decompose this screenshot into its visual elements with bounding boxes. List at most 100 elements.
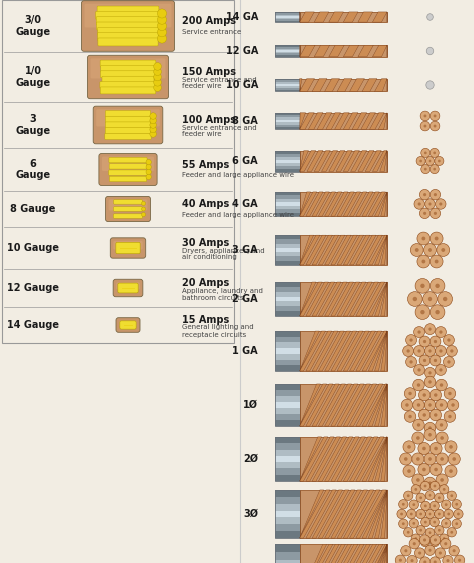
Circle shape [448, 392, 452, 395]
Text: 3
Gauge: 3 Gauge [16, 114, 51, 136]
Polygon shape [362, 282, 384, 316]
Polygon shape [374, 490, 387, 538]
Circle shape [405, 403, 409, 406]
Circle shape [449, 445, 453, 449]
Circle shape [412, 432, 424, 444]
Bar [275, 331, 300, 371]
Circle shape [407, 494, 410, 497]
Polygon shape [300, 45, 301, 57]
Circle shape [413, 399, 424, 411]
Bar [275, 420, 300, 426]
Bar [275, 163, 300, 166]
Circle shape [452, 499, 461, 509]
Text: 2 GA: 2 GA [232, 294, 258, 304]
Circle shape [423, 212, 426, 215]
Polygon shape [331, 437, 359, 481]
Circle shape [428, 549, 431, 552]
Circle shape [434, 560, 437, 563]
Polygon shape [362, 384, 387, 426]
Bar [300, 150, 387, 172]
Circle shape [452, 457, 456, 461]
Polygon shape [337, 544, 370, 563]
Polygon shape [349, 331, 375, 371]
Circle shape [421, 148, 430, 158]
Polygon shape [343, 235, 364, 265]
Polygon shape [337, 79, 352, 91]
Polygon shape [329, 12, 343, 22]
FancyBboxPatch shape [96, 109, 160, 127]
Text: 150 Amps: 150 Amps [182, 67, 236, 77]
Circle shape [154, 84, 161, 91]
Polygon shape [312, 544, 346, 563]
Circle shape [447, 559, 449, 562]
Circle shape [420, 111, 430, 120]
Polygon shape [380, 150, 387, 172]
FancyBboxPatch shape [100, 87, 156, 94]
Circle shape [447, 338, 451, 342]
Polygon shape [337, 384, 364, 426]
Circle shape [444, 510, 454, 519]
Text: 1 GA: 1 GA [232, 346, 258, 356]
Polygon shape [312, 490, 343, 538]
Circle shape [157, 9, 166, 18]
Bar [275, 209, 300, 213]
Circle shape [416, 493, 425, 502]
Bar [275, 235, 300, 239]
Circle shape [426, 157, 435, 166]
Circle shape [430, 557, 440, 563]
Polygon shape [300, 282, 316, 316]
Circle shape [154, 78, 161, 86]
Polygon shape [331, 384, 358, 426]
Bar [275, 213, 300, 216]
Circle shape [428, 403, 432, 406]
Polygon shape [317, 113, 332, 129]
Bar [275, 497, 300, 504]
Polygon shape [319, 331, 344, 371]
Circle shape [415, 305, 430, 319]
Circle shape [435, 493, 444, 502]
Polygon shape [381, 235, 387, 265]
Circle shape [404, 388, 416, 399]
Circle shape [443, 488, 446, 491]
Bar [275, 47, 300, 48]
Bar [275, 301, 300, 306]
Circle shape [430, 305, 445, 319]
Text: 100 Amps: 100 Amps [182, 115, 236, 125]
Circle shape [410, 360, 413, 364]
Circle shape [423, 114, 427, 118]
Polygon shape [356, 490, 386, 538]
Bar [275, 490, 300, 497]
Circle shape [430, 355, 441, 366]
Circle shape [428, 371, 432, 374]
Text: 6
Gauge: 6 Gauge [16, 159, 51, 180]
Polygon shape [306, 544, 339, 563]
Text: 10 Gauge: 10 Gauge [7, 243, 59, 253]
Polygon shape [356, 384, 383, 426]
Circle shape [401, 399, 413, 411]
Polygon shape [343, 192, 361, 216]
Polygon shape [300, 113, 314, 129]
Circle shape [146, 174, 151, 180]
Polygon shape [374, 331, 387, 371]
Polygon shape [325, 331, 350, 371]
Circle shape [424, 485, 427, 488]
Bar [300, 490, 387, 538]
Polygon shape [325, 437, 353, 481]
Circle shape [419, 512, 422, 515]
Circle shape [443, 556, 453, 563]
Bar [275, 192, 300, 195]
Text: 1/0
Gauge: 1/0 Gauge [16, 66, 51, 88]
Circle shape [414, 346, 425, 356]
Bar [275, 552, 300, 560]
Polygon shape [343, 331, 369, 371]
Polygon shape [362, 235, 382, 265]
Circle shape [430, 537, 439, 547]
Circle shape [430, 501, 439, 511]
Bar [275, 84, 300, 86]
Circle shape [447, 491, 456, 501]
Polygon shape [381, 384, 387, 426]
Text: 3 GA: 3 GA [232, 245, 258, 255]
Polygon shape [312, 331, 338, 371]
Polygon shape [306, 282, 328, 316]
Circle shape [411, 534, 420, 543]
